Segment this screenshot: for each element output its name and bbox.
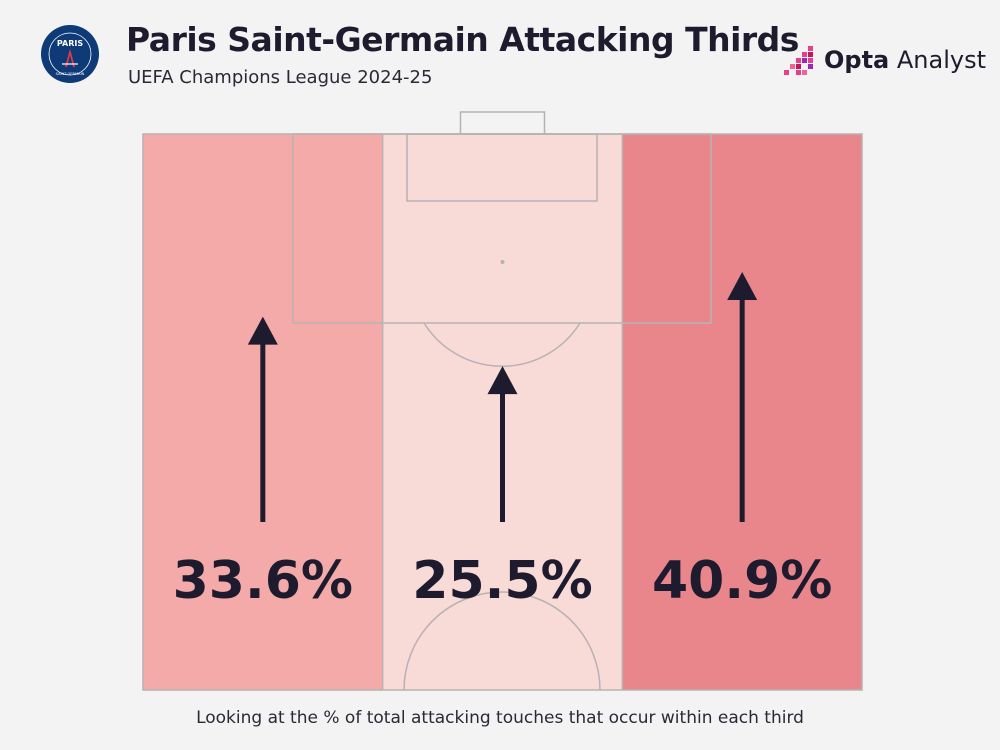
- brand-text: Opta Analyst: [824, 46, 986, 74]
- brand-name-bold: Opta: [823, 46, 890, 74]
- goal: [459, 111, 546, 135]
- psg-crest-icon: PARIS SAINT-GERMAIN: [41, 25, 99, 83]
- opta-analyst-logo: Opta Analyst: [783, 44, 986, 76]
- arrow-head: [487, 366, 518, 395]
- chart-caption: Looking at the % of total attacking touc…: [196, 708, 804, 728]
- value-label-left: 33.6%: [173, 551, 353, 611]
- value-label-centre: 25.5%: [412, 551, 592, 611]
- arrow-right: [727, 272, 758, 522]
- penalty-spot: [500, 260, 505, 264]
- chart-subtitle: UEFA Champions League 2024-25: [128, 67, 433, 88]
- chart-title: Paris Saint-Germain Attacking Thirds: [126, 20, 799, 59]
- arrow-head: [727, 272, 758, 300]
- badge-text-bottom: SAINT-GERMAIN: [56, 72, 85, 76]
- penalty-arc: [423, 322, 581, 367]
- badge-text-top: PARIS: [57, 39, 83, 48]
- arrow-left: [247, 316, 278, 522]
- arrow-head: [247, 316, 278, 345]
- centre-circle: [403, 591, 601, 691]
- opta-pixel-logo-icon: [783, 46, 813, 75]
- value-label-right: 40.9%: [652, 551, 832, 611]
- arrow-centre: [487, 366, 518, 522]
- brand-name-regular: Analyst: [896, 46, 986, 74]
- six-yard-box: [406, 133, 598, 202]
